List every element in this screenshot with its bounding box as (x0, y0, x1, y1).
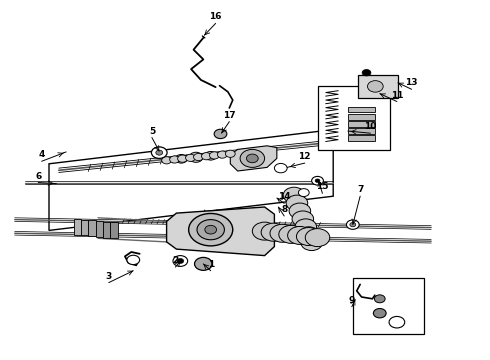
Circle shape (283, 187, 305, 203)
Text: 16: 16 (209, 12, 222, 22)
Circle shape (261, 223, 286, 241)
Circle shape (170, 156, 179, 163)
Circle shape (225, 150, 235, 157)
Text: 17: 17 (223, 111, 236, 120)
Circle shape (350, 222, 356, 227)
Circle shape (173, 256, 188, 266)
Circle shape (186, 154, 196, 161)
Circle shape (252, 222, 277, 240)
Circle shape (201, 153, 211, 160)
Circle shape (177, 258, 184, 264)
Circle shape (189, 152, 203, 162)
Circle shape (189, 213, 233, 246)
Circle shape (240, 149, 265, 167)
Text: 12: 12 (298, 152, 311, 161)
Circle shape (373, 309, 386, 318)
Circle shape (274, 163, 287, 173)
Circle shape (197, 220, 224, 240)
Text: 8: 8 (281, 205, 287, 214)
Text: 6: 6 (35, 172, 41, 181)
Circle shape (315, 179, 320, 183)
Bar (103, 222, 110, 238)
Circle shape (214, 129, 227, 139)
Circle shape (286, 195, 308, 211)
Bar (348, 114, 375, 120)
Circle shape (362, 69, 371, 76)
Circle shape (177, 155, 188, 162)
Circle shape (298, 227, 319, 243)
Circle shape (246, 154, 258, 163)
Bar (348, 121, 375, 127)
Bar (358, 75, 398, 98)
Circle shape (346, 220, 359, 229)
Circle shape (175, 154, 187, 163)
Bar (318, 86, 390, 150)
Circle shape (195, 257, 212, 270)
Circle shape (151, 147, 167, 158)
Text: 15: 15 (316, 182, 329, 192)
Bar (74, 219, 81, 235)
Circle shape (218, 151, 227, 158)
Text: 4: 4 (38, 150, 45, 159)
Bar (96, 221, 103, 237)
Bar (110, 222, 118, 238)
Circle shape (295, 219, 317, 235)
Bar (348, 107, 375, 112)
Circle shape (127, 255, 140, 265)
Circle shape (270, 224, 294, 242)
Circle shape (288, 226, 312, 244)
Bar (348, 135, 375, 141)
Text: 2: 2 (172, 256, 178, 265)
Circle shape (296, 228, 321, 246)
Text: 5: 5 (149, 127, 155, 136)
Circle shape (289, 203, 311, 219)
Circle shape (156, 150, 163, 155)
Bar (88, 220, 96, 236)
Text: 3: 3 (106, 272, 112, 281)
Polygon shape (167, 207, 274, 256)
Circle shape (374, 295, 385, 303)
Circle shape (305, 229, 330, 247)
Circle shape (301, 235, 322, 251)
Text: 1: 1 (208, 260, 214, 269)
Text: 13: 13 (405, 78, 418, 87)
Circle shape (298, 189, 309, 197)
Circle shape (205, 225, 217, 234)
Circle shape (368, 81, 383, 92)
Circle shape (162, 157, 172, 164)
Circle shape (279, 225, 303, 243)
Text: 11: 11 (391, 91, 403, 100)
Circle shape (205, 152, 217, 160)
Text: 14: 14 (278, 192, 291, 202)
Bar (353, 278, 424, 334)
Text: 9: 9 (348, 296, 355, 305)
Bar (81, 220, 88, 235)
Circle shape (210, 152, 220, 159)
Circle shape (194, 153, 203, 161)
Polygon shape (49, 130, 333, 230)
Bar (348, 128, 375, 134)
Text: 10: 10 (364, 122, 377, 131)
Circle shape (389, 316, 405, 328)
Text: 7: 7 (357, 185, 364, 194)
Circle shape (292, 211, 314, 227)
Circle shape (312, 176, 323, 185)
Polygon shape (230, 146, 277, 171)
